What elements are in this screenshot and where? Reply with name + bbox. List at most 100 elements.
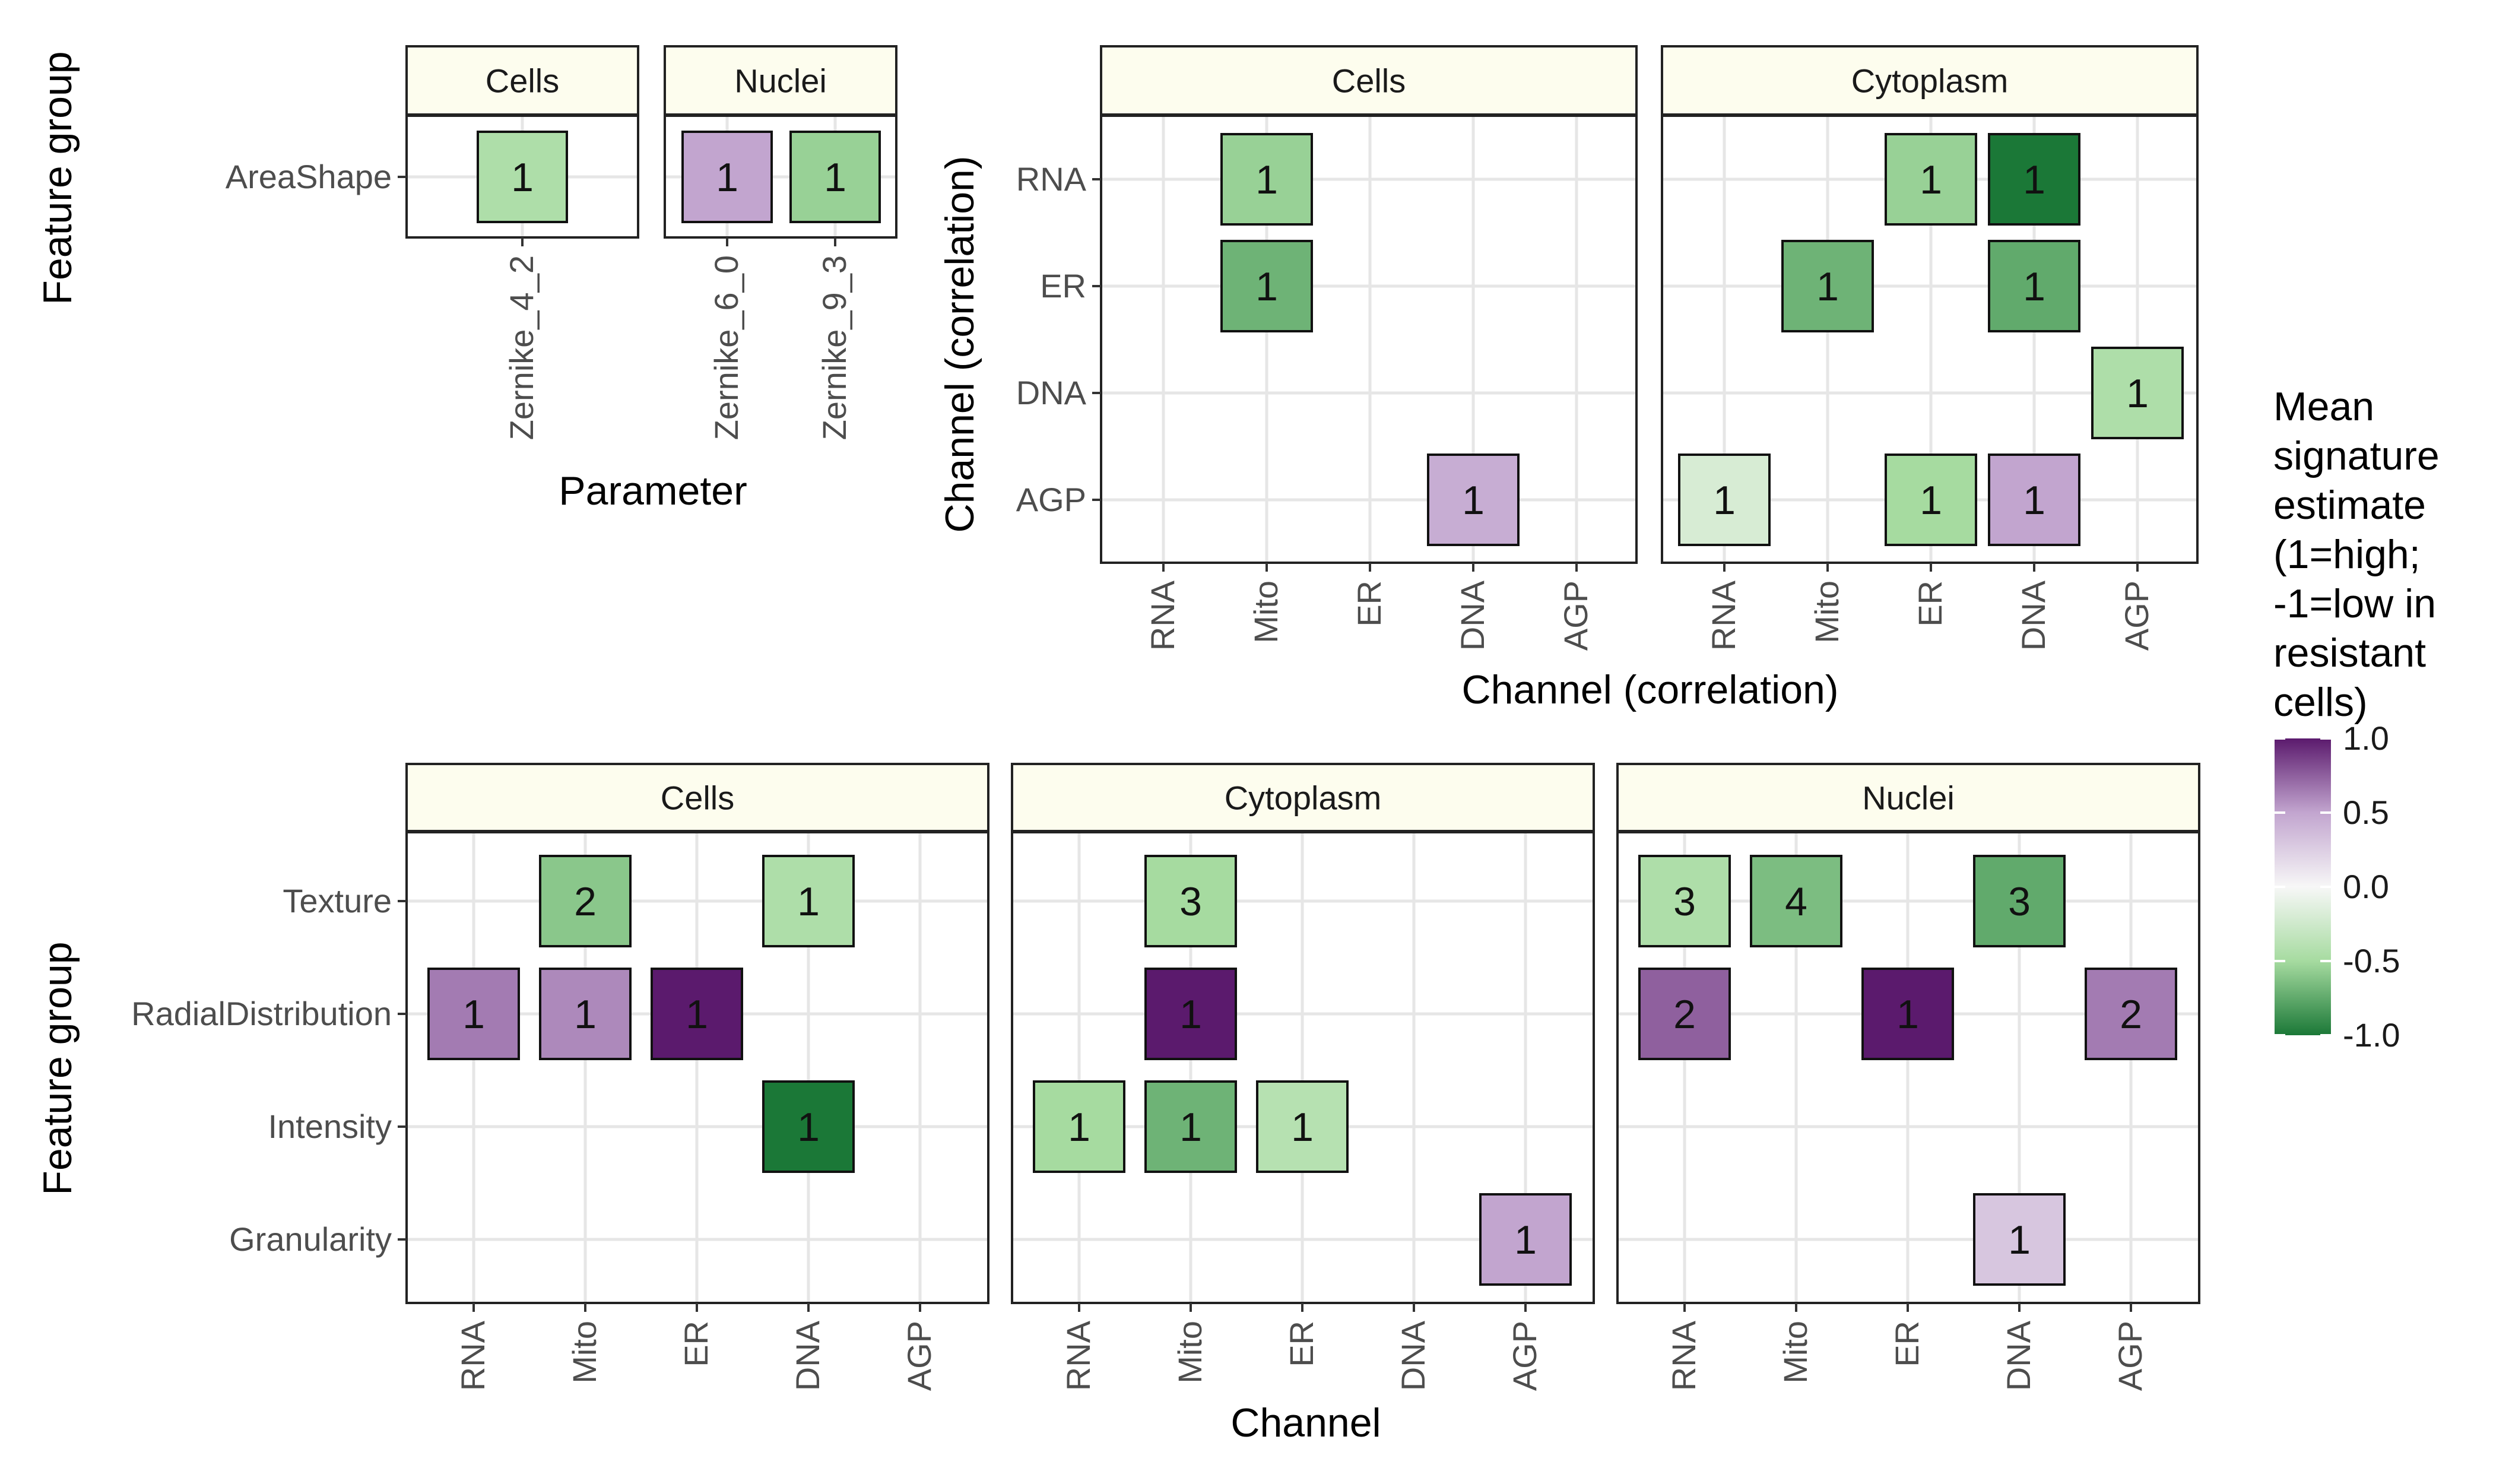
facet-cells: Cells 1 1 1 RNA Mito ER DNA AGP RNA ER DNA AGP — [1016, 45, 1638, 651]
tile-count-label: 1 — [2023, 264, 2045, 309]
bottom-y-axis-title: Feature group — [35, 941, 80, 1195]
x-tick-label: Mito — [1808, 581, 1845, 643]
top-left-y-axis-title: Feature group — [35, 51, 80, 305]
tile-count-label: 1 — [1068, 1105, 1090, 1150]
x-tick-label: Mito — [1247, 581, 1284, 643]
heatmap-tile — [1973, 855, 2066, 947]
x-tick-label: DNA — [789, 1320, 826, 1391]
heatmap-tile — [789, 131, 881, 223]
y-tick-label: DNA — [1016, 374, 1087, 411]
facet-strip-label: Nuclei — [734, 62, 827, 100]
tile-count-label: 2 — [1673, 992, 1696, 1037]
heatmap-tile — [1144, 968, 1237, 1060]
x-tick-label: Mito — [1777, 1321, 1814, 1384]
facet-strip — [1100, 45, 1638, 116]
panel-bottom: Cells 2 1 1 1 1 1 RNA Mito ER DNA AGP Texture RadialD… — [131, 763, 2200, 1391]
x-tick-label: DNA — [2015, 580, 2052, 651]
tile-count-label: 1 — [2008, 1217, 2031, 1263]
x-tick-label: AGP — [2111, 1321, 2149, 1391]
heatmap-tile — [1256, 1080, 1349, 1173]
legend-title-line: estimate — [2273, 483, 2426, 528]
heatmap-tile — [427, 968, 520, 1060]
facet-nuclei: Nuclei 3 4 3 2 1 2 1 RNA Mito ER DNA AGP — [1616, 763, 2200, 1391]
heatmap-tile — [1861, 968, 1954, 1060]
tile-count-label: 1 — [462, 992, 485, 1037]
heatmap-tile — [1973, 1193, 2066, 1286]
legend-title: Mean signature estimate (1=high; -1=low … — [2273, 384, 2451, 725]
heatmap-tile — [2085, 968, 2177, 1060]
y-tick-label: Intensity — [268, 1108, 392, 1145]
heatmap-tile — [1885, 454, 1977, 546]
legend-tick-label: -0.5 — [2343, 942, 2400, 979]
heatmap-tile — [477, 131, 568, 223]
tile-count-label: 1 — [511, 155, 534, 200]
heatmap-tile — [1750, 855, 1842, 947]
top-left-x-axis-title: Parameter — [559, 468, 747, 513]
x-tick-label: DNA — [2000, 1320, 2037, 1391]
tile-count-label: 1 — [1816, 264, 1839, 309]
legend-title-line: signature — [2273, 433, 2440, 478]
heatmap-tile — [1220, 133, 1313, 226]
x-tick-label: RNA — [1144, 580, 1181, 651]
y-tick-label: RNA — [1016, 160, 1087, 198]
heatmap-tile — [1885, 133, 1977, 226]
tile-count-label: 1 — [1713, 478, 1736, 523]
facet-strip-label: Cells — [661, 779, 734, 817]
legend-tick-label: -1.0 — [2343, 1016, 2400, 1054]
heatmap-tile — [1638, 968, 1731, 1060]
y-tick-label: RadialDistribution — [131, 995, 392, 1032]
tile-count-label: 3 — [2008, 879, 2031, 924]
tile-count-label: 1 — [1920, 478, 1942, 523]
facet-nuclei: Nuclei 1 1 Zernike_6_0 Zernike_9_3 — [664, 45, 897, 440]
heatmap-panels: Cells 1 Zernike_4_2 AreaShape Nuclei 1 1 Zernik… — [131, 45, 2200, 1391]
tile-count-label: 1 — [716, 155, 738, 200]
tile-count-label: 3 — [1673, 879, 1696, 924]
legend-title-line: resistant — [2273, 630, 2426, 676]
facet-strip-label: Cytoplasm — [1851, 62, 2009, 100]
top-right-y-axis-title: Channel (correlation) — [937, 156, 982, 533]
x-tick-label: RNA — [454, 1320, 491, 1391]
legend-tick-label: 0.0 — [2343, 868, 2389, 905]
heatmap-tile — [1144, 1080, 1237, 1173]
facet-cytoplasm: Cytoplasm 1 1 1 1 1 1 1 1 RNA Mito ER DNA AGP — [1661, 45, 2199, 651]
heatmap-tile — [1988, 454, 2080, 546]
facet-strip-label: Cytoplasm — [1225, 779, 1382, 817]
x-tick-label: AGP — [1557, 581, 1594, 651]
facet-strip-label: Nuclei — [1862, 779, 1955, 817]
tile-count-label: 1 — [1514, 1217, 1537, 1263]
facet-cells: Cells 1 Zernike_4_2 AreaShape — [226, 45, 639, 440]
y-tick-label: ER — [1040, 267, 1086, 305]
x-tick-label: AGP — [900, 1321, 938, 1391]
x-tick-label: ER — [1350, 581, 1388, 627]
x-tick-label: DNA — [1454, 580, 1491, 651]
legend-title-line: -1=low in — [2273, 581, 2436, 626]
heatmap-tile — [1479, 1193, 1572, 1286]
tile-count-label: 4 — [1785, 879, 1807, 924]
tile-count-label: 1 — [797, 879, 820, 924]
tile-count-label: 1 — [1291, 1105, 1314, 1150]
facet-strip — [664, 45, 897, 116]
tile-count-label: 1 — [797, 1105, 820, 1150]
x-tick-label: RNA — [1665, 1320, 1702, 1391]
heatmap-tile — [2091, 347, 2184, 439]
facet-cytoplasm: Cytoplasm 3 1 1 1 1 1 RNA Mito ER DNA AGP — [1011, 763, 1595, 1391]
panel-top-left: Cells 1 Zernike_4_2 AreaShape Nuclei 1 1 Zernik… — [226, 45, 897, 440]
tile-count-label: 1 — [1462, 478, 1485, 523]
heatmap-tile — [1427, 454, 1520, 546]
tile-count-label: 1 — [1179, 1105, 1202, 1150]
facet-border — [664, 115, 897, 239]
tile-count-label: 1 — [2126, 371, 2149, 416]
heatmap-tile — [1678, 454, 1771, 546]
tile-count-label: 1 — [1179, 992, 1202, 1037]
heatmap-tile — [762, 855, 855, 947]
x-tick-label: AGP — [2118, 581, 2155, 651]
y-tick-label: Texture — [283, 882, 392, 919]
bottom-x-axis-title: Channel — [1230, 1400, 1381, 1445]
tile-count-label: 2 — [574, 879, 597, 924]
y-tick-label: AGP — [1016, 481, 1086, 518]
heatmap-tile — [1033, 1080, 1125, 1173]
tile-count-label: 1 — [686, 992, 708, 1037]
facet-strip — [1011, 763, 1595, 832]
tile-count-label: 1 — [1255, 157, 1278, 202]
